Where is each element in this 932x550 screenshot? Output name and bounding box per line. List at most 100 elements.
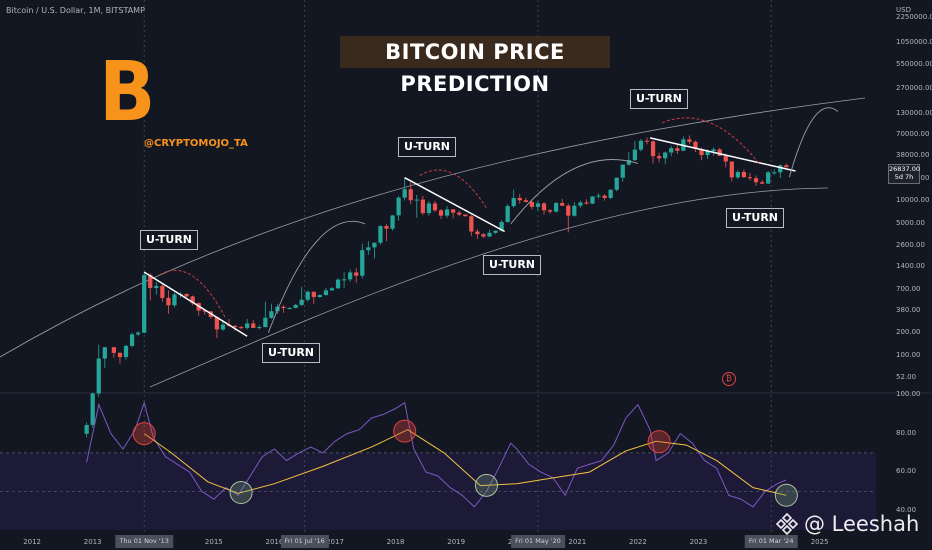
candle-body bbox=[129, 334, 135, 346]
year-gridlines bbox=[143, 0, 772, 535]
candle-body bbox=[457, 212, 462, 215]
candle-body bbox=[408, 189, 413, 201]
candle bbox=[148, 273, 153, 301]
candle-body bbox=[238, 327, 244, 329]
candle-body bbox=[475, 231, 480, 235]
candle-body bbox=[287, 307, 292, 309]
rsi-ma-line bbox=[143, 429, 787, 496]
candle bbox=[444, 206, 450, 218]
candle-body bbox=[190, 296, 195, 304]
price-tick-label: 1400.00 bbox=[896, 261, 925, 270]
price-tick-label: 200.00 bbox=[896, 327, 921, 336]
rsi-tick-label: 40.00 bbox=[896, 505, 917, 514]
candle bbox=[142, 272, 147, 334]
candle bbox=[154, 281, 159, 295]
currency-circle-icon[interactable]: ₿ bbox=[722, 372, 736, 386]
candle bbox=[263, 301, 268, 328]
candle-body bbox=[329, 288, 335, 291]
candle-body bbox=[554, 203, 559, 212]
uturn-label: U-TURN bbox=[483, 255, 541, 275]
candle-body bbox=[469, 216, 474, 232]
candle-body bbox=[214, 317, 220, 330]
rsi-tick-label: 60.00 bbox=[896, 467, 917, 476]
price-tick-label: 70000.00 bbox=[896, 129, 930, 138]
downtrend-line bbox=[404, 177, 505, 233]
candle-body bbox=[96, 358, 101, 394]
candle bbox=[432, 200, 438, 213]
candle bbox=[372, 242, 377, 259]
candle-body bbox=[402, 189, 407, 198]
candle bbox=[378, 225, 383, 245]
uturn-arc bbox=[419, 169, 487, 209]
candle-body bbox=[511, 197, 516, 207]
candlestick-series bbox=[84, 135, 789, 438]
oversold-marker bbox=[774, 483, 798, 507]
price-tick-label: 100.00 bbox=[896, 351, 921, 360]
date-marker: Thu 01 Nov '13 bbox=[115, 535, 173, 548]
candle-body bbox=[202, 310, 207, 312]
watermark-text: @ Leeshah bbox=[804, 512, 920, 536]
candle-body bbox=[366, 247, 371, 251]
year-tick-label: 2012 bbox=[23, 538, 42, 546]
candle bbox=[90, 392, 95, 428]
candle bbox=[741, 169, 747, 178]
candle-body bbox=[84, 424, 89, 434]
candle bbox=[723, 153, 728, 168]
candle bbox=[111, 347, 117, 358]
candle bbox=[517, 193, 522, 204]
candle bbox=[214, 316, 220, 339]
year-tick-label: 2022 bbox=[628, 538, 647, 546]
date-marker: Fri 01 Mar '24 bbox=[744, 535, 798, 548]
uturn-label: U-TURN bbox=[630, 89, 688, 109]
candle bbox=[784, 163, 789, 168]
candle-body bbox=[378, 226, 383, 243]
candle-body bbox=[596, 195, 601, 197]
candle bbox=[184, 293, 189, 298]
candle bbox=[487, 229, 492, 238]
candle bbox=[84, 422, 89, 438]
candle bbox=[384, 223, 389, 242]
candle bbox=[426, 200, 432, 216]
current-price: 26837.00 bbox=[889, 165, 921, 173]
candle bbox=[463, 214, 468, 217]
candle bbox=[535, 200, 541, 211]
candle-body bbox=[341, 279, 347, 281]
candle bbox=[547, 208, 553, 214]
candle-body bbox=[541, 203, 547, 211]
candle-body bbox=[293, 304, 298, 308]
candle-body bbox=[717, 149, 722, 156]
bitcoin-logo-icon: B bbox=[99, 45, 156, 140]
candle-body bbox=[360, 250, 365, 276]
candle bbox=[281, 305, 286, 313]
candle bbox=[360, 243, 365, 279]
candle bbox=[408, 182, 413, 205]
candle bbox=[638, 139, 644, 152]
candle bbox=[102, 347, 107, 369]
candle-body bbox=[148, 275, 153, 289]
candle-body bbox=[281, 306, 286, 308]
candle bbox=[578, 200, 583, 208]
candle-body bbox=[123, 345, 129, 358]
candle-body bbox=[505, 206, 510, 223]
candle-body bbox=[566, 205, 571, 216]
candle bbox=[136, 331, 141, 337]
candle-body bbox=[493, 230, 498, 233]
candle bbox=[420, 195, 425, 216]
candle-body bbox=[523, 200, 528, 202]
candle-body bbox=[299, 299, 304, 305]
candle bbox=[675, 144, 680, 155]
price-tick-label: 10000.00 bbox=[896, 195, 930, 204]
candle bbox=[390, 215, 395, 231]
candle-body bbox=[390, 215, 395, 229]
uturn-arc bbox=[510, 159, 639, 225]
candle bbox=[626, 152, 631, 166]
oversold-marker bbox=[229, 481, 253, 505]
price-tick-label: 52.00 bbox=[896, 373, 917, 382]
candle bbox=[778, 164, 783, 179]
candle bbox=[590, 196, 595, 205]
overbought-marker bbox=[393, 419, 417, 443]
candle-body bbox=[747, 177, 753, 179]
candle-body bbox=[602, 195, 607, 198]
candle bbox=[566, 203, 571, 233]
